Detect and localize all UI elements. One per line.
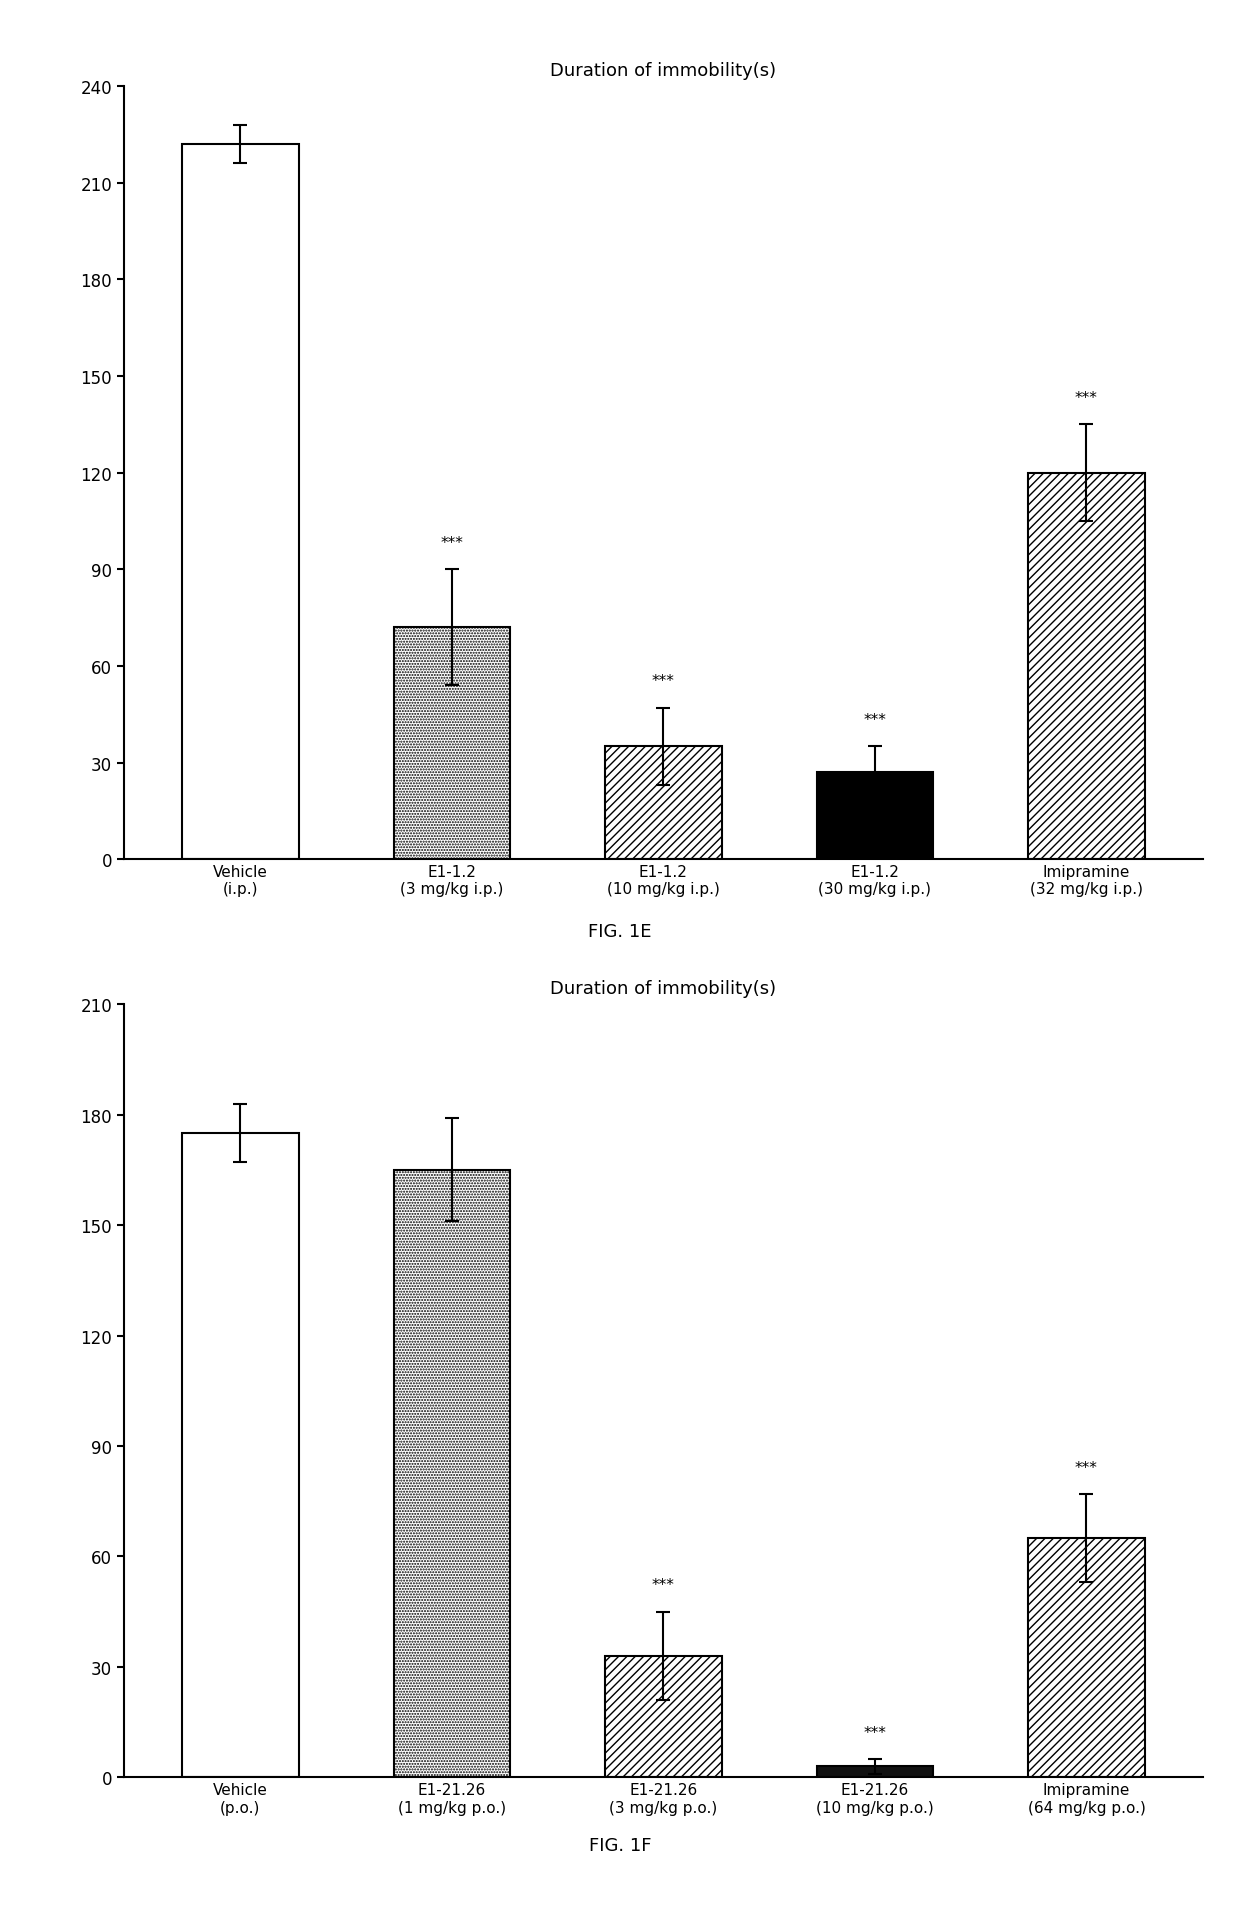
Text: ***: *** — [652, 1578, 675, 1592]
Text: FIG. 1E: FIG. 1E — [588, 922, 652, 941]
Bar — [182, 145, 299, 860]
Title: Duration of immobility(s): Duration of immobility(s) — [551, 62, 776, 79]
Bar — [182, 1134, 299, 1777]
Text: ***: *** — [440, 535, 464, 551]
Bar — [1028, 473, 1145, 860]
Bar — [817, 773, 934, 860]
Bar — [394, 1171, 510, 1777]
Text: ***: *** — [652, 674, 675, 690]
Bar — [394, 628, 510, 860]
Text: ***: *** — [1075, 390, 1097, 406]
Bar — [605, 1656, 722, 1777]
Text: FIG. 1F: FIG. 1F — [589, 1835, 651, 1855]
Bar — [605, 748, 722, 860]
Text: ***: *** — [1075, 1461, 1097, 1474]
Title: Duration of immobility(s): Duration of immobility(s) — [551, 980, 776, 997]
Bar — [817, 1766, 934, 1777]
Bar — [1028, 1538, 1145, 1777]
Text: ***: *** — [863, 1725, 887, 1739]
Text: ***: *** — [863, 713, 887, 728]
